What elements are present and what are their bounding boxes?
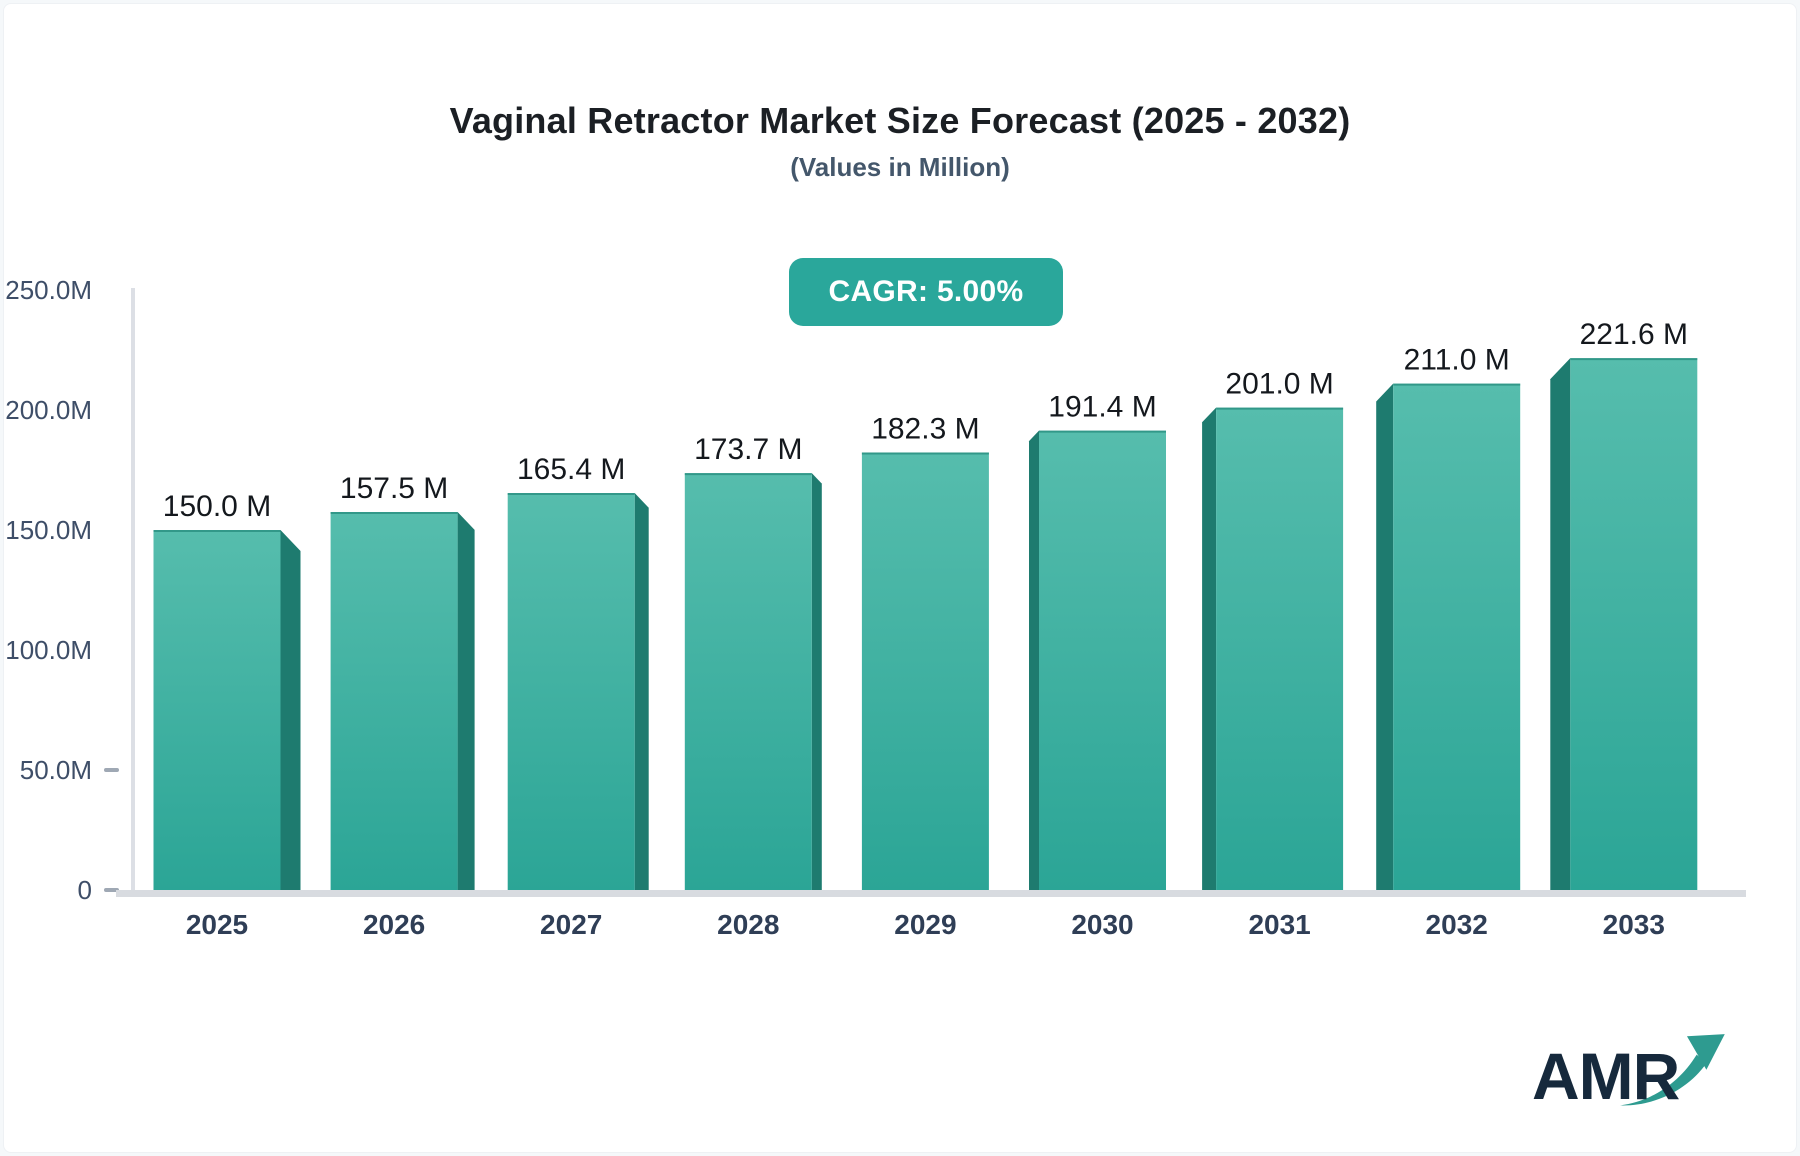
bar-value-label: 173.7 M [694,433,802,466]
x-tick-label: 2026 [363,909,425,940]
growth-arrow-icon [1620,1034,1725,1106]
bar-side-face [634,493,649,894]
bar-value-label: 150.0 M [163,490,271,523]
y-tick-label: 50.0M [20,755,92,785]
y-tick-label: 200.0M [5,395,92,425]
bar-2033 [1570,358,1698,890]
y-tick-dash [104,888,119,892]
bar-value-label: 211.0 M [1404,344,1510,377]
x-tick-label: 2027 [540,909,602,940]
bar-value-label: 221.6 M [1580,318,1688,351]
bar-2031 [1216,407,1344,890]
bar-side-face [1029,430,1039,894]
bar-value-label: 165.4 M [517,453,625,486]
cagr-badge: CAGR: 5.00% [789,258,1063,326]
bar-2032 [1393,383,1521,890]
bar-2026 [330,512,458,890]
x-tick-label: 2028 [717,909,779,940]
y-tick-label: 0 [78,875,92,905]
x-tick-label: 2032 [1426,909,1488,940]
chart-card: Vaginal Retractor Market Size Forecast (… [3,3,1797,1153]
bar-side-face [280,530,301,894]
x-tick-label: 2033 [1603,909,1665,940]
y-tick-label: 150.0M [5,515,92,545]
x-tick-label: 2029 [894,909,956,940]
y-axis-line [131,288,135,897]
y-tick-dash [104,768,119,772]
x-tick-label: 2030 [1071,909,1133,940]
bar-2027 [507,493,635,890]
x-tick-label: 2025 [186,909,248,940]
bar-value-label: 182.3 M [871,412,979,445]
bar-side-face [1376,383,1394,894]
chart-title: Vaginal Retractor Market Size Forecast (… [449,100,1351,141]
bar-side-face [457,512,475,894]
bar-side-face [1550,358,1571,894]
bar-2028 [684,473,812,890]
bar-2030 [1039,430,1166,890]
x-axis-baseline [116,890,1746,897]
bar-value-label: 157.5 M [340,472,448,505]
bar-2025 [153,530,281,890]
bar-side-face [1202,407,1217,894]
bar-value-label: 201.0 M [1225,368,1333,401]
chart-subtitle: (Values in Million) [790,152,1010,182]
bar-side-face [811,473,822,894]
bar-2029 [861,452,989,890]
amr-logo-text: AMR [1532,1039,1680,1113]
x-tick-label: 2031 [1248,909,1310,940]
y-tick-label: 100.0M [5,635,92,665]
amr-logo: AMR [1532,1032,1727,1127]
y-tick-label: 250.0M [5,275,92,305]
cagr-badge-label: CAGR: 5.00% [828,275,1024,308]
bar-value-label: 191.4 M [1048,391,1156,424]
market-forecast-bar-chart: 250.0M 200.0M 150.0M 100.0M 50.0M 0 150.0 M 157… [5,275,1746,940]
